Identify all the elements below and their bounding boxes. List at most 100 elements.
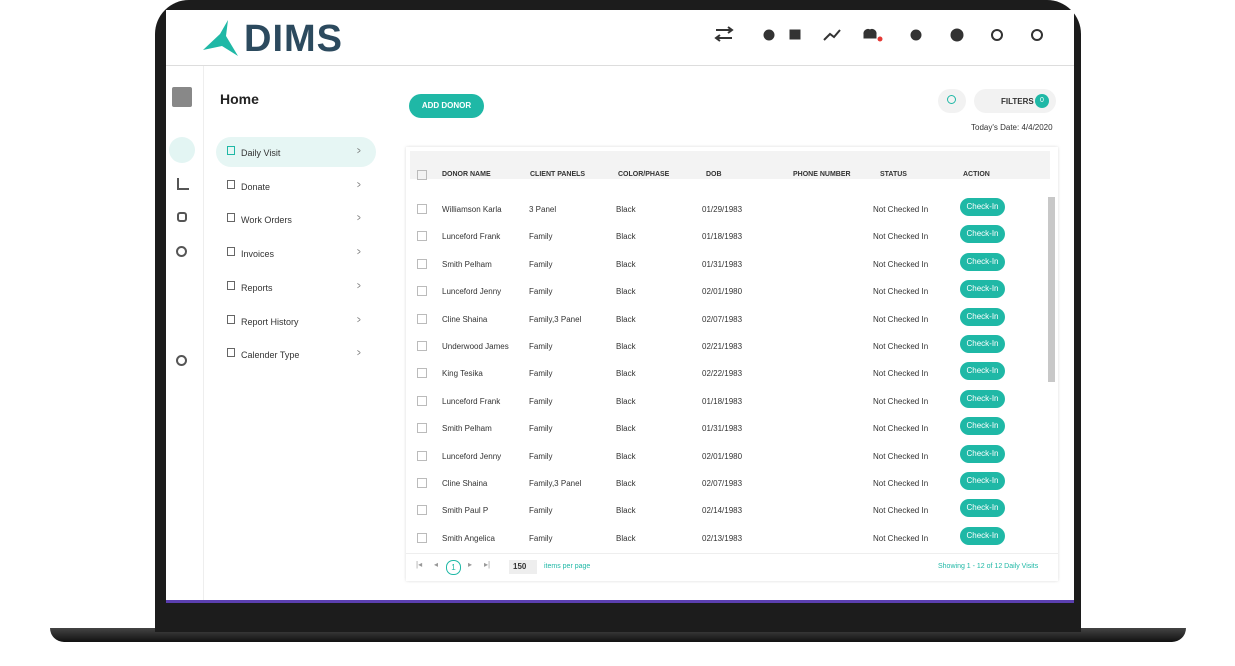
current-page[interactable]: 1: [446, 560, 461, 575]
cell: Cline Shaina: [442, 479, 488, 488]
menu-item[interactable]: Invoices >: [216, 238, 376, 268]
cell: Lunceford Frank: [442, 232, 501, 242]
row-checkbox[interactable]: [417, 532, 427, 543]
users-icon[interactable]: [910, 29, 922, 41]
search-button[interactable]: [938, 89, 966, 113]
cell: Family,3 Panel: [529, 314, 582, 324]
help-icon[interactable]: [950, 28, 964, 42]
check-in-button[interactable]: Check-In: [960, 444, 1005, 463]
row-checkbox[interactable]: [417, 478, 427, 488]
cell: Family: [529, 424, 553, 434]
logout-rail-icon[interactable]: [176, 355, 187, 366]
check-in-button[interactable]: Check-In: [960, 307, 1005, 326]
row-checkbox[interactable]: [417, 423, 427, 434]
menu-item[interactable]: Daily Visit >: [216, 137, 376, 167]
menu-icon: [227, 179, 235, 189]
donors-icon[interactable]: [177, 212, 187, 222]
check-in-button[interactable]: Check-In: [960, 335, 1005, 353]
screen: DIMS Home Daily Visit > Donate > Work Orders…: [166, 10, 1074, 603]
table-header: [410, 151, 1050, 179]
cell: Lunceford Frank: [442, 396, 501, 406]
cell: Smith Angelica: [442, 533, 495, 543]
chart-icon[interactable]: [823, 29, 841, 41]
prev-page[interactable]: ◂: [434, 560, 439, 569]
check-in-button[interactable]: Check-In: [960, 472, 1005, 490]
menu-item[interactable]: Donate >: [216, 171, 376, 201]
cell: Family: [529, 396, 553, 406]
last-page[interactable]: ▸|: [484, 560, 491, 569]
power-icon[interactable]: [1031, 29, 1043, 41]
menu-item[interactable]: Report History >: [216, 306, 376, 336]
home-icon[interactable]: [169, 137, 195, 163]
menu-icon: [227, 213, 235, 223]
menu-item[interactable]: Reports >: [216, 272, 376, 302]
history-icon[interactable]: [991, 29, 1003, 41]
row-checkbox[interactable]: [417, 341, 427, 351]
cell: Black: [616, 287, 636, 297]
column-header: PHONE NUMBER: [793, 171, 851, 178]
cell: 01/18/1983: [702, 396, 743, 406]
row-checkbox[interactable]: [417, 258, 427, 269]
cell: Black: [616, 369, 636, 379]
row-checkbox[interactable]: [417, 204, 427, 214]
row-checkbox[interactable]: [417, 231, 427, 242]
menu-chevron: >: [357, 146, 361, 157]
cell: Lunceford Jenny: [442, 451, 502, 461]
list-icon[interactable]: [789, 29, 801, 40]
check-in-button[interactable]: Check-In: [960, 362, 1005, 381]
row-checkbox[interactable]: [417, 505, 427, 516]
filters-button[interactable]: FILTERS 0: [974, 89, 1056, 113]
check-in-button[interactable]: Check-In: [960, 198, 1005, 216]
menu-icon: [227, 314, 235, 324]
check-in-button[interactable]: Check-In: [960, 280, 1005, 299]
menu-label: Invoices: [241, 249, 275, 260]
page-size[interactable]: 150: [509, 560, 537, 574]
check-in-button[interactable]: Check-In: [960, 499, 1005, 518]
menu-icon: [227, 247, 235, 257]
switch-icon[interactable]: [714, 26, 734, 42]
check-in-button[interactable]: Check-In: [960, 389, 1005, 408]
add-donor-button[interactable]: ADD DONOR: [409, 94, 484, 118]
first-page[interactable]: |◂: [416, 560, 423, 569]
avatar[interactable]: [172, 87, 192, 107]
check-in-button[interactable]: Check-In: [960, 417, 1005, 436]
cell: Smith Pelham: [442, 259, 492, 269]
cell: Not Checked In: [873, 506, 929, 516]
row-checkbox[interactable]: [417, 368, 427, 379]
row-checkbox[interactable]: [417, 313, 427, 324]
check-in-button[interactable]: Check-In: [960, 225, 1005, 244]
row-checkbox[interactable]: [417, 286, 427, 297]
cell: Black: [616, 451, 636, 461]
cell: Black: [616, 259, 636, 269]
column-header: COLOR/PHASE: [618, 171, 670, 178]
cell: Family: [529, 342, 553, 351]
cell: 02/07/1983: [702, 479, 743, 488]
reports-icon[interactable]: [177, 178, 189, 190]
column-header: DOB: [706, 171, 722, 178]
check-in-button[interactable]: Check-In: [960, 526, 1005, 545]
row-checkbox[interactable]: [417, 450, 427, 461]
menu-label: Daily Visit: [241, 148, 281, 158]
settings-icon[interactable]: [763, 29, 775, 41]
settings-rail-icon[interactable]: [176, 246, 187, 257]
menu-chevron: >: [357, 247, 361, 259]
cell: 01/31/1983: [702, 424, 743, 434]
top-icons: [714, 26, 1043, 42]
cell: 01/29/1983: [702, 205, 743, 214]
check-in-button[interactable]: Check-In: [960, 252, 1005, 271]
cell: Not Checked In: [873, 396, 929, 406]
cell: Black: [616, 232, 636, 242]
cell: 02/01/1980: [702, 287, 743, 297]
menu-item[interactable]: Work Orders >: [216, 204, 376, 234]
next-page[interactable]: ▸: [468, 560, 473, 569]
row-checkbox[interactable]: [417, 395, 427, 406]
bell-icon[interactable]: [863, 28, 877, 39]
cell: Underwood James: [442, 342, 509, 351]
header-checkbox: [417, 170, 427, 180]
column-header: STATUS: [880, 171, 907, 178]
column-header: DONOR NAME: [442, 171, 491, 178]
cell: Family: [529, 506, 553, 516]
cell: Smith Paul P: [442, 506, 489, 516]
menu-item[interactable]: Calender Type >: [216, 339, 376, 369]
menu-chevron: >: [357, 179, 361, 191]
